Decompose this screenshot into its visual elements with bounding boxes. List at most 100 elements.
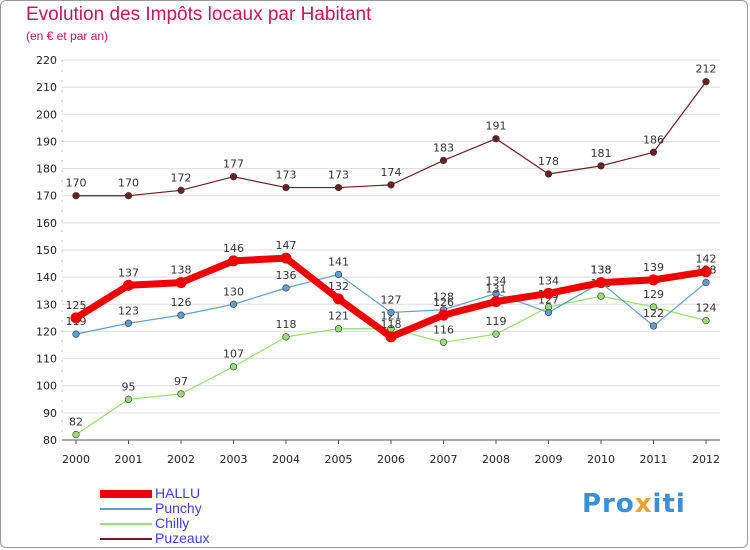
logo-part-1: Pro	[582, 489, 635, 519]
data-label-hallu: 126	[433, 296, 454, 309]
data-label-chilly: 124	[696, 302, 717, 315]
x-tick-label: 2004	[272, 453, 300, 466]
legend-swatch-puzeaux	[100, 538, 152, 540]
x-tick-label: 2010	[587, 453, 615, 466]
data-label-punchy: 134	[486, 274, 507, 287]
logo-part-3: iti	[652, 489, 686, 519]
y-tick-label: 190	[36, 135, 57, 148]
data-point-hallu	[648, 274, 659, 286]
data-point-puzeaux	[124, 192, 133, 200]
data-label-punchy: 123	[118, 304, 139, 317]
data-label-puzeaux: 178	[538, 155, 559, 168]
data-label-punchy: 141	[328, 255, 349, 268]
data-point-puzeaux	[492, 135, 500, 143]
data-point-chilly	[282, 333, 290, 341]
data-label-hallu: 118	[381, 318, 402, 331]
data-point-puzeaux	[649, 148, 658, 156]
data-point-punchy	[229, 300, 238, 308]
data-point-puzeaux	[72, 192, 80, 200]
data-point-punchy	[544, 308, 553, 317]
proxiti-logo: Proxiti	[582, 489, 686, 519]
legend-swatch-hallu	[100, 490, 152, 498]
data-label-puzeaux: 173	[276, 169, 297, 182]
data-point-chilly	[72, 430, 80, 439]
data-label-chilly: 116	[433, 323, 454, 336]
data-point-hallu	[543, 287, 554, 299]
data-label-punchy: 128	[433, 291, 454, 304]
data-point-chilly	[492, 330, 500, 338]
data-point-chilly	[177, 390, 185, 398]
data-point-hallu	[228, 255, 239, 267]
data-label-hallu: 147	[276, 239, 297, 252]
x-tick-label: 2005	[325, 453, 353, 466]
y-tick-label: 150	[36, 244, 57, 257]
y-tick-label: 160	[36, 217, 57, 230]
data-label-hallu: 146	[223, 242, 244, 255]
line-chart: 8090100110120130140150160170180190200210…	[36, 54, 720, 466]
data-label-punchy: 138	[591, 264, 612, 277]
data-point-chilly	[439, 338, 448, 346]
data-label-chilly: 121	[381, 310, 402, 323]
data-point-hallu	[438, 309, 449, 321]
data-point-chilly	[124, 395, 133, 403]
legend-swatch-punchy	[100, 508, 152, 510]
data-label-punchy: 127	[381, 293, 402, 306]
data-point-puzeaux	[387, 181, 395, 189]
y-tick-label: 140	[36, 271, 57, 284]
data-label-puzeaux: 174	[381, 166, 402, 179]
y-tick-label: 210	[36, 81, 57, 94]
legend-label-hallu: HALLU	[155, 485, 201, 501]
chart-legend: HALLU Punchy Chilly Puzeaux	[100, 486, 340, 546]
data-point-punchy	[334, 270, 343, 279]
x-tick-label: 2007	[430, 453, 458, 466]
data-point-punchy	[702, 278, 710, 287]
data-label-puzeaux: 186	[643, 133, 664, 146]
data-point-chilly	[597, 292, 605, 300]
data-point-puzeaux	[702, 78, 710, 86]
data-point-chilly	[649, 303, 658, 311]
data-label-punchy: 136	[276, 269, 297, 282]
data-label-puzeaux: 212	[696, 63, 717, 76]
x-tick-label: 2003	[220, 453, 248, 466]
y-tick-label: 130	[36, 298, 57, 311]
legend-item-hallu: HALLU	[100, 486, 340, 501]
data-point-puzeaux	[177, 186, 185, 194]
x-tick-label: 2008	[482, 453, 510, 466]
data-point-chilly	[702, 316, 710, 325]
data-label-hallu: 138	[171, 264, 192, 277]
data-point-puzeaux	[229, 173, 238, 181]
legend-swatch-chilly	[100, 523, 152, 525]
data-point-hallu	[595, 277, 607, 289]
y-tick-label: 80	[43, 434, 57, 447]
legend-label-punchy: Punchy	[155, 500, 202, 516]
data-label-chilly: 95	[122, 380, 136, 393]
data-point-hallu	[333, 293, 344, 305]
data-label-hallu: 142	[696, 253, 717, 266]
data-point-hallu	[123, 279, 134, 291]
data-point-puzeaux	[334, 183, 343, 192]
y-tick-label: 220	[36, 54, 57, 67]
logo-part-2: x	[634, 489, 653, 519]
data-point-hallu	[385, 331, 397, 343]
y-tick-label: 90	[43, 407, 57, 420]
data-point-hallu	[70, 312, 82, 324]
data-label-hallu: 138	[591, 264, 612, 277]
data-point-hallu	[700, 266, 712, 278]
data-label-punchy: 130	[223, 285, 244, 298]
data-label-puzeaux: 172	[171, 171, 192, 184]
data-label-puzeaux: 170	[66, 177, 87, 190]
y-tick-label: 180	[36, 163, 57, 176]
data-label-chilly: 129	[643, 288, 664, 301]
y-tick-label: 110	[36, 353, 57, 366]
data-label-puzeaux: 170	[118, 177, 139, 190]
data-label-chilly: 82	[69, 416, 83, 429]
data-label-hallu: 137	[118, 266, 139, 279]
data-label-chilly: 121	[328, 310, 349, 323]
x-tick-label: 2000	[62, 453, 90, 466]
data-point-hallu	[280, 252, 292, 264]
data-label-chilly: 118	[276, 318, 297, 331]
x-tick-label: 2006	[377, 453, 405, 466]
x-tick-label: 2001	[115, 453, 143, 466]
chart-subtitle: (en € et par an)	[26, 29, 109, 43]
y-tick-label: 200	[36, 108, 57, 121]
